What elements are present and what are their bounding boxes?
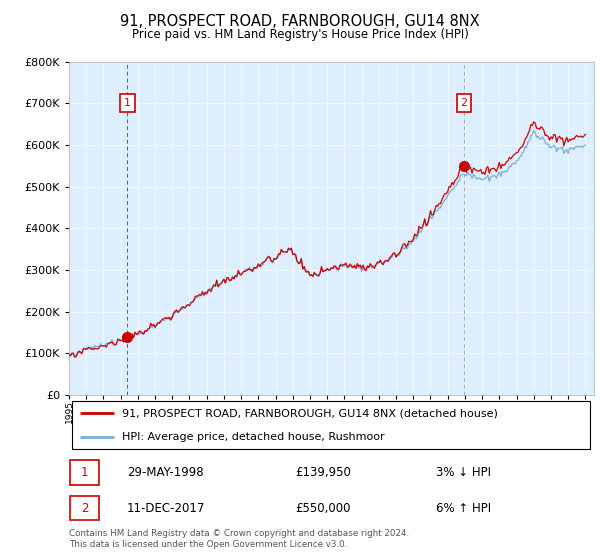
- Text: Price paid vs. HM Land Registry's House Price Index (HPI): Price paid vs. HM Land Registry's House …: [131, 28, 469, 41]
- Text: 1: 1: [81, 466, 88, 479]
- FancyBboxPatch shape: [71, 402, 590, 449]
- Text: 3% ↓ HPI: 3% ↓ HPI: [437, 466, 491, 479]
- Text: 2: 2: [81, 502, 88, 515]
- Text: 11-DEC-2017: 11-DEC-2017: [127, 502, 205, 515]
- Text: HPI: Average price, detached house, Rushmoor: HPI: Average price, detached house, Rush…: [121, 432, 384, 442]
- Text: 91, PROSPECT ROAD, FARNBOROUGH, GU14 8NX: 91, PROSPECT ROAD, FARNBOROUGH, GU14 8NX: [120, 14, 480, 29]
- FancyBboxPatch shape: [70, 460, 99, 485]
- Text: 6% ↑ HPI: 6% ↑ HPI: [437, 502, 491, 515]
- Text: 91, PROSPECT ROAD, FARNBOROUGH, GU14 8NX (detached house): 91, PROSPECT ROAD, FARNBOROUGH, GU14 8NX…: [121, 408, 497, 418]
- FancyBboxPatch shape: [70, 496, 99, 520]
- Text: £550,000: £550,000: [295, 502, 350, 515]
- Text: 2: 2: [460, 98, 467, 108]
- Text: £139,950: £139,950: [295, 466, 350, 479]
- Text: 1: 1: [124, 98, 131, 108]
- Text: Contains HM Land Registry data © Crown copyright and database right 2024.
This d: Contains HM Land Registry data © Crown c…: [69, 529, 409, 549]
- Text: 29-MAY-1998: 29-MAY-1998: [127, 466, 203, 479]
